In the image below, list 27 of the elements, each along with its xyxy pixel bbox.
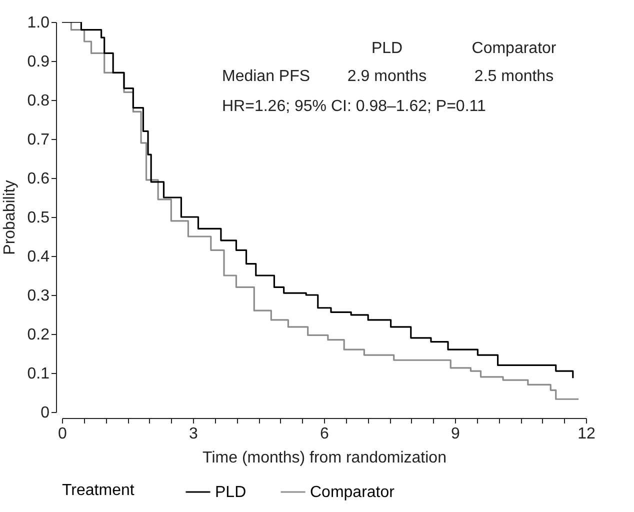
y-tick-label: 0.1 [27,366,50,382]
y-axis-title: Probability [1,180,18,255]
legend-title: Treatment [62,482,135,499]
annotation: PLD [371,40,403,57]
legend-label: Comparator [310,484,396,501]
y-tick-label: 0.3 [27,288,50,304]
x-tick-label: 12 [578,426,596,442]
y-tick-label: 0.5 [27,210,50,226]
annotation: 2.9 months [347,68,427,85]
annotation: Comparator [472,40,557,57]
y-tick-label: 0 [40,404,50,422]
legend-label: PLD [215,484,246,501]
y-tick-label: 0.8 [27,92,50,110]
y-tick-label: 1.0 [27,14,50,32]
annotation: 2.5 months [474,68,554,85]
x-tick-label: 3 [189,426,198,442]
x-tick-label: 0 [58,426,68,442]
y-tick-label: 0.6 [27,170,50,188]
x-tick-label: 9 [451,426,460,442]
y-tick-label: 0.4 [27,248,50,266]
y-tick-label: 0.9 [27,54,50,70]
y-tick-label: 0.7 [27,132,50,148]
x-tick-label: 6 [320,426,330,442]
x-axis-title: Time (months) from randomization [202,450,446,466]
y-tick-label: 0.2 [27,326,50,344]
annotation: Median PFS [222,68,310,85]
annotation: HR=1.26; 95% CI: 0.98–1.62; P=0.11 [222,98,486,115]
